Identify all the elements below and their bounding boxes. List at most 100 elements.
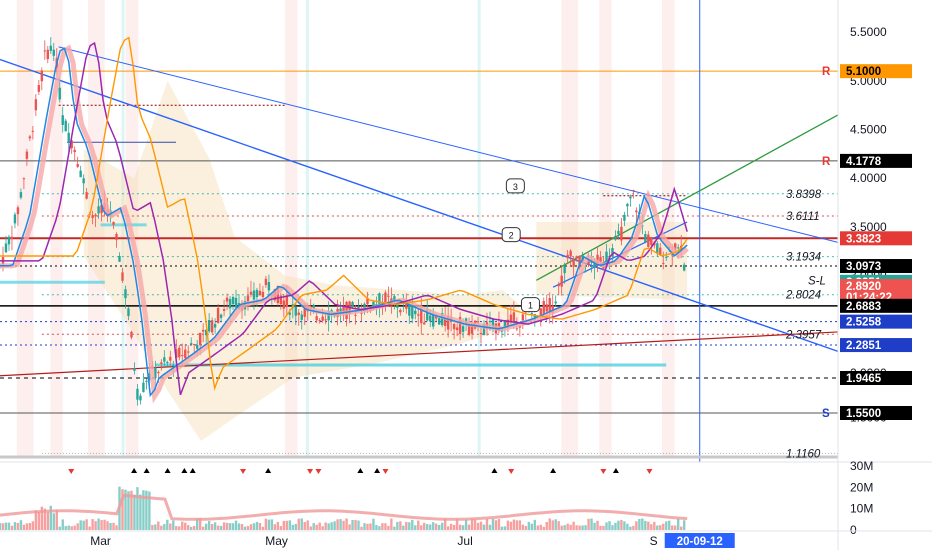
volume-bar	[369, 523, 372, 530]
candle-body	[629, 196, 632, 199]
candle-body	[187, 351, 190, 353]
volume-bar	[653, 521, 656, 530]
price-badge-label-11: 1.5500	[846, 408, 881, 420]
volume-bar	[276, 521, 280, 530]
volume-bar	[342, 520, 345, 530]
candle-body	[396, 303, 399, 308]
candle-body	[563, 265, 566, 274]
volume-bar	[521, 524, 525, 530]
volume-bar	[175, 526, 178, 530]
signal-markers	[0, 455, 838, 474]
volume-tick-1: 20M	[850, 480, 873, 494]
candle-body	[557, 284, 560, 287]
volume-bar	[560, 525, 563, 530]
volume-bar	[327, 523, 330, 530]
callout-box-3	[520, 297, 540, 313]
volume-bar	[148, 491, 151, 530]
volume-bar	[285, 520, 289, 530]
candle-body	[31, 130, 35, 132]
volume-bar	[662, 523, 665, 530]
candle-body	[548, 298, 551, 314]
candle-body	[593, 260, 596, 268]
candle-body	[190, 343, 193, 345]
candle-body	[22, 178, 26, 180]
sell-signal-marker	[68, 469, 75, 474]
candle-body	[635, 210, 638, 213]
buy-signal-marker	[143, 468, 150, 473]
volume-bar	[503, 526, 507, 530]
volume-bar	[97, 518, 100, 530]
candle-body	[318, 320, 321, 322]
price-badge-label-9: 2.2851	[846, 340, 882, 352]
candle-body	[249, 291, 253, 295]
buy-signal-marker	[189, 468, 196, 473]
volume-bar	[207, 520, 211, 530]
volume-bar	[527, 521, 531, 530]
volume-bar	[524, 526, 528, 530]
candle-body	[452, 324, 456, 330]
candle-body	[49, 45, 52, 51]
volume-bar	[614, 522, 617, 530]
candle-body	[201, 329, 205, 332]
volume-bar	[476, 522, 480, 530]
volume-bar	[500, 526, 504, 530]
trendline-support	[0, 331, 839, 377]
price-tick-2: 4.5000	[850, 123, 887, 137]
volume-bar	[539, 524, 542, 530]
volume-bar	[213, 522, 217, 530]
volume-bar	[470, 518, 474, 530]
volume-bar	[40, 506, 44, 530]
volume-bar	[303, 522, 306, 530]
volume-bar	[339, 519, 342, 530]
candle-body	[85, 192, 88, 199]
volume-bar	[378, 526, 381, 530]
volume-bar	[593, 522, 596, 530]
candle-body	[327, 311, 330, 321]
volume-bar	[396, 521, 399, 530]
volume-bar	[261, 526, 265, 530]
candle-body	[37, 85, 41, 92]
candle-body	[234, 297, 238, 308]
price-badge-11	[840, 406, 912, 420]
candle-body	[267, 282, 271, 291]
sell-signal-marker	[646, 469, 653, 474]
price-badge-5	[840, 279, 912, 294]
candle-body	[315, 316, 318, 321]
volume-bar	[668, 520, 671, 530]
sell-signal-marker	[307, 469, 314, 474]
volume-bar	[309, 526, 312, 530]
volume-bar	[64, 526, 67, 530]
volume-bar	[300, 518, 303, 530]
volume-bar	[384, 523, 387, 530]
volume-bar	[671, 525, 674, 530]
volume-bar	[13, 522, 17, 530]
volume-bar	[55, 509, 58, 530]
price-badge-label-3: 3.0973	[846, 261, 881, 273]
candle-body	[43, 50, 47, 52]
volume-bar	[363, 523, 366, 530]
candle-body	[154, 367, 157, 378]
volume-bar	[130, 490, 133, 530]
candle-body	[172, 365, 175, 367]
level-label-0: 3.8398	[786, 189, 822, 201]
volume-tick-2: 10M	[850, 502, 873, 516]
volume-bar	[210, 524, 214, 530]
volume-bar	[551, 520, 554, 530]
candle-body	[130, 331, 133, 338]
volume-bar	[575, 525, 578, 530]
candle-body	[19, 192, 23, 198]
volume-bar	[25, 523, 29, 530]
candle-body	[375, 304, 378, 306]
candle-body	[139, 395, 142, 401]
buy-signal-marker	[491, 468, 498, 473]
candle-body	[76, 164, 79, 167]
price-tick-0: 5.5000	[850, 25, 887, 39]
candle-body	[518, 326, 522, 328]
candle-body	[73, 149, 76, 153]
candle-body	[148, 373, 151, 381]
volume-bar	[94, 521, 97, 530]
volume-bar	[258, 522, 262, 530]
candle-body	[354, 314, 357, 316]
volume-bar	[225, 522, 229, 530]
